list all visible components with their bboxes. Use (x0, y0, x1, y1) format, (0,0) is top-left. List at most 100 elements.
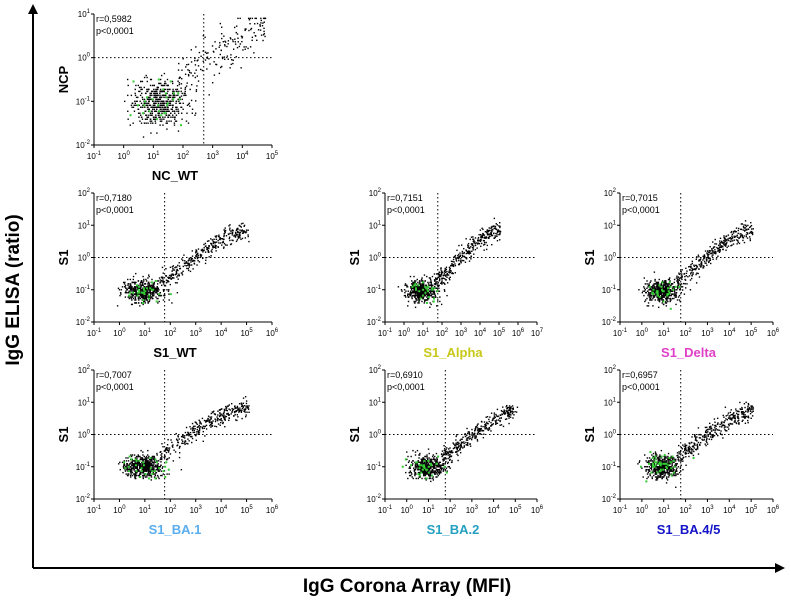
tick-label: 101 (78, 397, 91, 407)
data-point (153, 291, 155, 294)
data-point (163, 84, 166, 87)
data-point (409, 286, 412, 288)
data-point (679, 287, 681, 289)
data-point (660, 284, 663, 287)
data-point (148, 100, 150, 103)
data-point (137, 454, 139, 456)
data-point (743, 226, 745, 229)
data-point (148, 473, 151, 475)
data-point (241, 417, 243, 420)
data-point (146, 473, 149, 475)
data-point (208, 256, 210, 258)
data-point (419, 468, 421, 471)
data-point (197, 80, 200, 82)
data-point (653, 283, 655, 285)
data-point (487, 230, 490, 233)
highlight-point (127, 465, 130, 468)
data-point (483, 240, 485, 242)
data-point (700, 261, 703, 263)
highlight-point (155, 300, 158, 303)
tick-label: 103 (207, 151, 220, 161)
data-point (676, 299, 679, 301)
data-point (173, 94, 176, 97)
data-point (188, 259, 190, 262)
data-point (430, 474, 432, 477)
data-point (462, 447, 464, 449)
data-point (242, 402, 245, 405)
data-point (152, 106, 154, 108)
data-point (444, 278, 446, 280)
data-point (161, 94, 163, 97)
data-point (202, 60, 205, 63)
data-point (124, 468, 126, 471)
data-point (666, 286, 668, 288)
data-point (455, 260, 458, 262)
data-point (433, 291, 436, 294)
data-point (163, 293, 166, 295)
p-value: p<0,0001 (96, 26, 134, 36)
data-point (195, 46, 197, 48)
data-point (199, 256, 202, 259)
data-point (238, 224, 240, 227)
data-point (230, 63, 232, 66)
highlight-point (141, 291, 144, 294)
data-point (151, 463, 153, 465)
data-point (486, 421, 488, 424)
data-point (695, 273, 697, 276)
data-point (142, 458, 145, 461)
data-point (734, 231, 736, 233)
highlight-point (134, 464, 137, 467)
highlight-point (652, 293, 655, 296)
data-point (178, 273, 180, 275)
data-point (219, 242, 222, 244)
data-point (678, 277, 681, 279)
data-point (195, 421, 197, 424)
data-point (170, 116, 172, 118)
data-point (136, 461, 138, 464)
data-point (480, 236, 482, 238)
data-point (224, 229, 227, 232)
data-point (668, 297, 670, 300)
data-point (221, 238, 224, 240)
data-point (732, 243, 735, 245)
data-point (715, 243, 718, 245)
data-point (236, 233, 238, 236)
data-point (479, 239, 481, 241)
data-point (130, 473, 132, 475)
data-point (660, 293, 662, 295)
data-point (495, 413, 497, 416)
data-point (182, 270, 184, 273)
tick-label: 100 (401, 505, 414, 515)
data-point (221, 241, 224, 244)
data-point (468, 260, 471, 262)
highlight-point (136, 291, 139, 294)
data-point (157, 476, 159, 478)
data-point (673, 293, 676, 295)
data-point (158, 300, 160, 303)
data-point (743, 227, 745, 229)
data-point (720, 246, 723, 248)
data-point (239, 231, 242, 234)
data-point (436, 460, 438, 462)
data-point (145, 100, 147, 103)
data-point (234, 38, 236, 40)
data-point (437, 464, 439, 466)
data-point (427, 464, 430, 466)
data-point (655, 293, 658, 295)
panels: 10-1 100 101 102 103 104 10510-210-1100101r=0,… (56, 9, 780, 537)
data-point (437, 282, 439, 284)
data-point (139, 297, 142, 300)
data-point (184, 88, 186, 90)
data-point (414, 473, 416, 475)
data-point (743, 235, 745, 237)
data-point (150, 106, 152, 108)
data-point (415, 291, 418, 294)
data-point (175, 271, 178, 274)
highlight-point (669, 285, 672, 288)
data-point (165, 82, 167, 85)
data-point (441, 271, 444, 274)
data-point (735, 239, 738, 241)
data-point (134, 470, 136, 472)
data-point (710, 262, 712, 265)
data-point (466, 250, 468, 253)
